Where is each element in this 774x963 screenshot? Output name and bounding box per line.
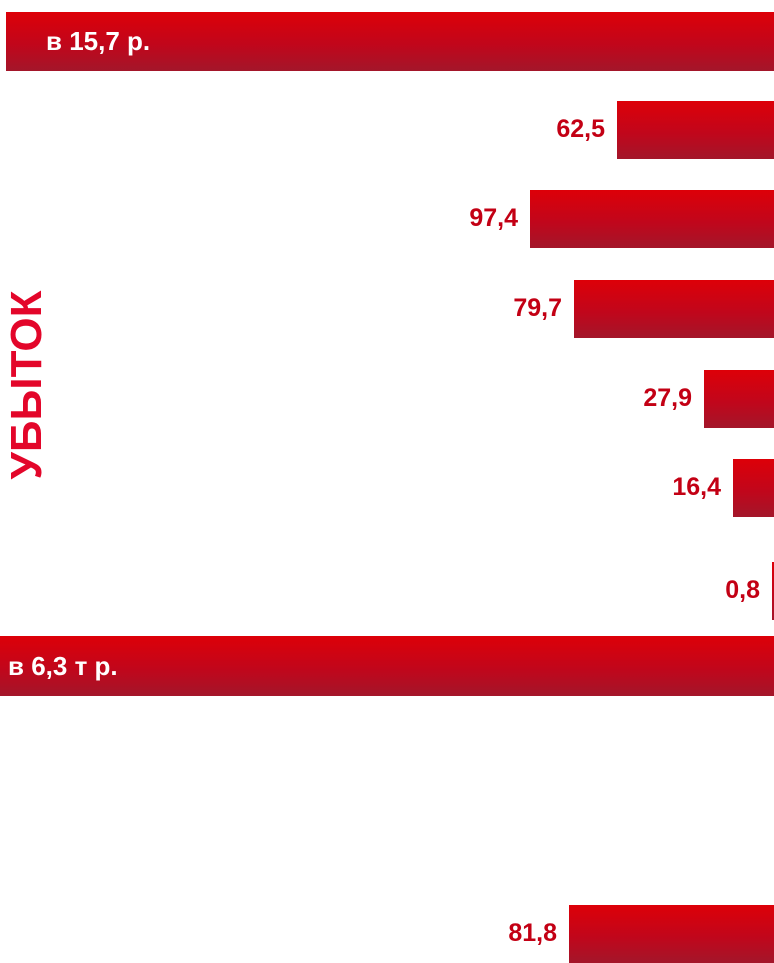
- header-banner-bottom: в 6,3 т р.: [0, 636, 774, 696]
- bar-value-label: 81,8: [508, 919, 557, 947]
- bar: [772, 562, 774, 620]
- bar-value-label: 0,8: [725, 576, 760, 604]
- bar-value-label: 97,4: [469, 204, 518, 232]
- bar-value-label: 16,4: [672, 473, 721, 501]
- vertical-axis-label: УБЫТОК: [2, 290, 51, 480]
- bar: [617, 101, 774, 159]
- bar: [733, 459, 774, 517]
- bar: [569, 905, 774, 963]
- header-banner-top: в 15,7 р.: [6, 12, 774, 71]
- bar-value-label: 27,9: [643, 384, 692, 412]
- bar: [574, 280, 774, 338]
- bar: [704, 370, 774, 428]
- header-bottom-text: в 6,3 т р.: [8, 650, 118, 681]
- bar-value-label: 62,5: [556, 115, 605, 143]
- bar-value-label: 79,7: [513, 294, 562, 322]
- bar: [530, 190, 774, 248]
- header-top-text: в 15,7 р.: [46, 26, 151, 56]
